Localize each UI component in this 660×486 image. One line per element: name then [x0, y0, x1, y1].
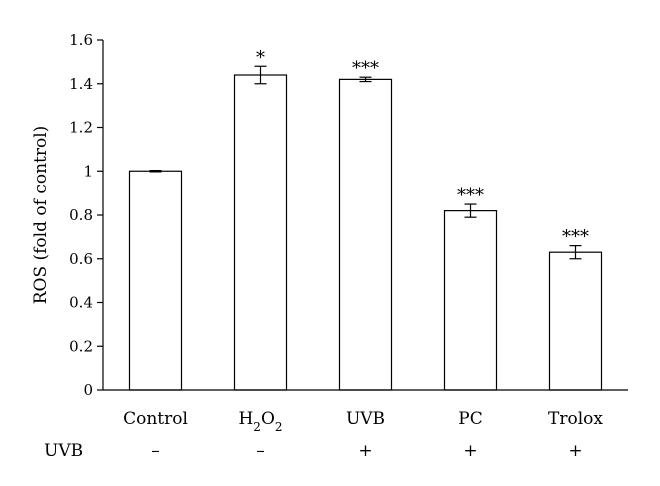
subscript: 2	[275, 420, 283, 434]
condition-label: UVB	[44, 441, 83, 461]
significance-mark: ***	[457, 185, 484, 206]
x-tick-label: Trolox	[548, 409, 603, 429]
bar	[443, 210, 498, 391]
x-tick-label: UVB	[346, 409, 385, 429]
label-part: H	[238, 409, 253, 429]
bar	[233, 74, 288, 391]
y-axis-title: ROS (fold of control)	[31, 126, 51, 305]
x-tick-label: Control	[123, 409, 188, 429]
condition-value: +	[463, 441, 477, 461]
significance-mark: ***	[352, 58, 379, 79]
y-tick-label: 0.2	[69, 337, 93, 355]
x-tick-label: H2O2	[238, 409, 282, 434]
y-tick-label: 0	[83, 381, 93, 399]
significance-mark: *	[256, 47, 265, 68]
y-tick-label: 0.8	[69, 206, 93, 224]
y-tick-label: 1.4	[69, 75, 93, 93]
y-axis: 0 0.2 0.4 0.6 0.8 1 1.2 1.4 1.6	[69, 31, 104, 399]
y-tick-label: 0.4	[69, 294, 93, 312]
significance-mark: ***	[562, 227, 589, 248]
y-tick-label: 1.2	[69, 119, 93, 137]
label-part: O	[261, 409, 275, 429]
x-tick-label: PC	[458, 409, 482, 429]
bar	[548, 251, 603, 391]
y-tick-label: 1.6	[69, 31, 93, 49]
condition-value: –	[256, 441, 265, 461]
condition-value: +	[358, 441, 372, 461]
x-axis: Control H2O2 UVB PC Trolox	[103, 389, 628, 434]
subscript: 2	[253, 420, 261, 434]
condition-row: UVB – – + + +	[44, 441, 583, 461]
bars: **********	[128, 47, 603, 391]
bar	[128, 170, 183, 391]
condition-value: –	[151, 441, 160, 461]
y-tick-label: 0.6	[69, 250, 93, 268]
bar	[338, 78, 393, 391]
condition-value: +	[568, 441, 582, 461]
y-tick-label: 1	[83, 162, 93, 180]
